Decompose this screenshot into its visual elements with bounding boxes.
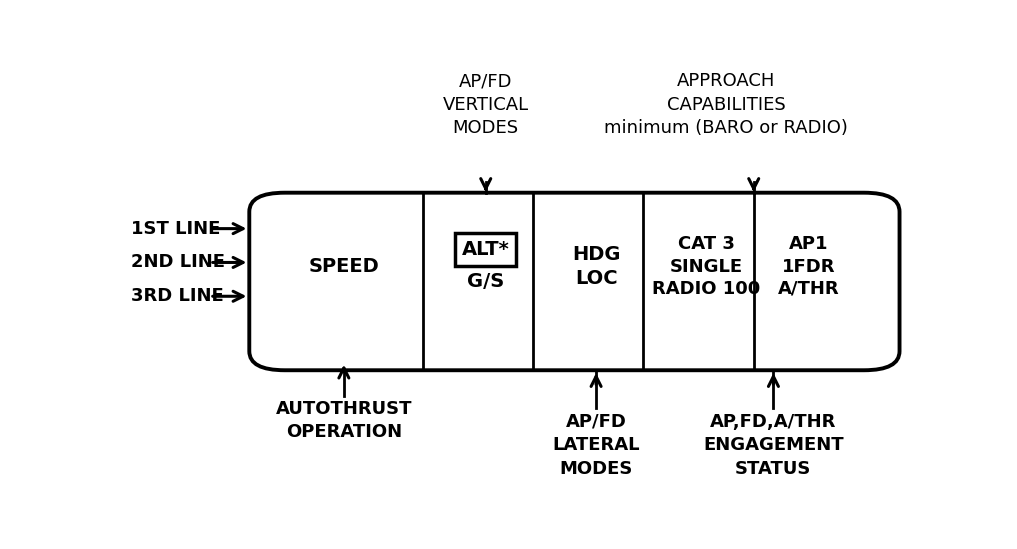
Text: SPEED: SPEED bbox=[308, 257, 379, 276]
Text: AUTOTHRUST
OPERATION: AUTOTHRUST OPERATION bbox=[276, 400, 412, 441]
Text: AP1
1FDR
A/THR: AP1 1FDR A/THR bbox=[778, 236, 840, 298]
Text: ALT*: ALT* bbox=[462, 240, 510, 259]
Text: AP/FD
LATERAL
MODES: AP/FD LATERAL MODES bbox=[552, 412, 640, 478]
Text: APPROACH
CAPABILITIES
minimum (BARO or RADIO): APPROACH CAPABILITIES minimum (BARO or R… bbox=[604, 72, 848, 137]
Text: CAT 3
SINGLE
RADIO 100: CAT 3 SINGLE RADIO 100 bbox=[652, 236, 761, 298]
Text: 1ST LINE: 1ST LINE bbox=[131, 220, 221, 238]
Text: G/S: G/S bbox=[467, 272, 504, 291]
Text: AP/FD
VERTICAL
MODES: AP/FD VERTICAL MODES bbox=[442, 72, 529, 137]
Text: HDG
LOC: HDG LOC bbox=[572, 245, 620, 288]
Text: 3RD LINE: 3RD LINE bbox=[131, 287, 224, 305]
Text: 2ND LINE: 2ND LINE bbox=[131, 254, 225, 271]
FancyBboxPatch shape bbox=[249, 193, 900, 370]
Text: AP,FD,A/THR
ENGAGEMENT
STATUS: AP,FD,A/THR ENGAGEMENT STATUS bbox=[703, 412, 844, 478]
